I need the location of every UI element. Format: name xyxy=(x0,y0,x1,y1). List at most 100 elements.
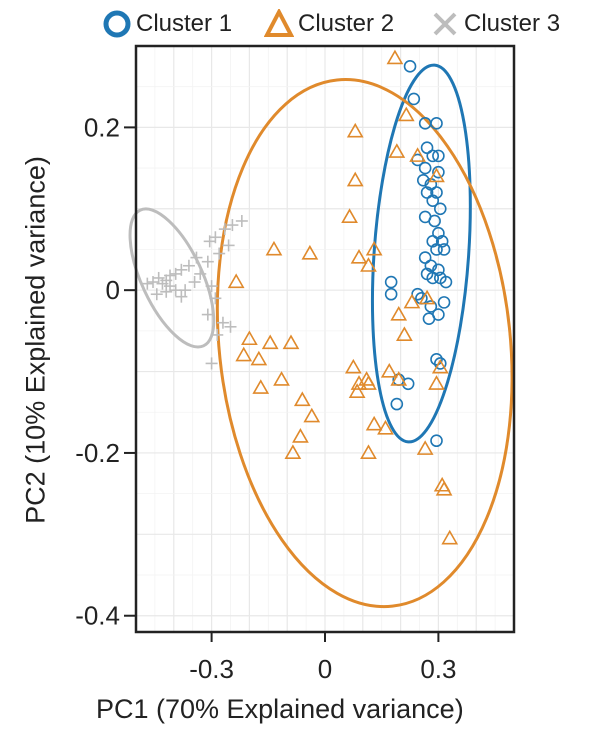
point-cluster-2 xyxy=(282,334,300,350)
point-cluster-1 xyxy=(416,173,430,187)
point-cluster-2 xyxy=(235,346,253,362)
point-cluster-2 xyxy=(273,371,290,386)
point-cluster-3 xyxy=(224,320,237,333)
point-cluster-2 xyxy=(346,171,364,187)
point-cluster-2 xyxy=(396,326,413,341)
point-cluster-1 xyxy=(430,186,443,199)
ellipse-cluster-3 xyxy=(128,207,216,349)
point-cluster-1 xyxy=(437,296,451,309)
point-cluster-3 xyxy=(213,247,226,260)
point-cluster-3 xyxy=(179,284,192,297)
point-cluster-1 xyxy=(390,397,404,411)
x-tick-label: 0 xyxy=(318,654,332,684)
point-cluster-2 xyxy=(303,407,321,423)
point-cluster-1 xyxy=(426,194,440,207)
y-tick-label: -0.4 xyxy=(75,601,120,631)
point-cluster-1 xyxy=(418,251,432,264)
point-cluster-3 xyxy=(147,276,160,289)
data-points xyxy=(141,49,459,545)
legend-item-cluster-1: Cluster 1 xyxy=(102,8,232,40)
point-cluster-1 xyxy=(422,312,436,325)
point-cluster-2 xyxy=(301,244,319,260)
point-cluster-3 xyxy=(203,235,216,248)
point-cluster-2 xyxy=(346,122,364,138)
point-cluster-2 xyxy=(390,305,408,321)
legend-item-cluster-2: Cluster 2 xyxy=(264,8,394,40)
point-cluster-2 xyxy=(265,240,283,256)
point-cluster-1 xyxy=(426,235,440,248)
point-cluster-2 xyxy=(252,379,270,394)
legend-label-cluster-2: Cluster 2 xyxy=(298,10,395,37)
point-cluster-3 xyxy=(216,316,229,329)
point-cluster-3 xyxy=(182,259,195,272)
point-cluster-1 xyxy=(426,149,440,163)
point-cluster-1 xyxy=(433,357,447,370)
point-cluster-2 xyxy=(428,167,445,183)
point-cluster-3 xyxy=(209,292,222,305)
x-axis-ticks: -0.3 0 0.3 xyxy=(189,632,456,684)
point-cluster-1 xyxy=(420,141,434,155)
point-cluster-2 xyxy=(403,293,421,309)
point-cluster-1 xyxy=(430,243,443,256)
point-cluster-3 xyxy=(205,280,218,293)
point-cluster-2 xyxy=(397,106,415,122)
point-cluster-2 xyxy=(360,375,377,390)
point-cluster-1 xyxy=(433,202,447,216)
point-cluster-1 xyxy=(432,165,445,179)
point-cluster-1 xyxy=(401,377,415,391)
legend-triangle-icon xyxy=(264,9,294,37)
point-cluster-2 xyxy=(377,419,394,435)
point-cluster-3 xyxy=(150,288,163,301)
y-tick-label: 0.2 xyxy=(84,112,120,142)
point-cluster-2 xyxy=(350,248,368,264)
point-cluster-2 xyxy=(292,428,309,443)
point-cluster-2 xyxy=(418,289,436,305)
ellipse-cluster-1 xyxy=(370,63,472,444)
y-axis-ticks: 0.2 0 -0.2 -0.4 xyxy=(75,112,136,631)
point-cluster-2 xyxy=(435,480,453,496)
point-cluster-2 xyxy=(341,208,358,223)
point-cluster-2 xyxy=(241,330,258,346)
point-cluster-3 xyxy=(175,290,188,303)
legend-cross-icon xyxy=(433,12,457,36)
point-cluster-2 xyxy=(360,444,377,459)
point-cluster-1 xyxy=(426,271,440,285)
point-cluster-2 xyxy=(386,49,404,65)
y-tick-label: 0 xyxy=(106,275,120,305)
point-cluster-1 xyxy=(424,300,438,313)
grid xyxy=(136,45,515,632)
point-cluster-2 xyxy=(409,147,426,162)
point-cluster-2 xyxy=(344,358,362,374)
legend-label-cluster-3: Cluster 3 xyxy=(464,10,561,37)
y-axis-title: PC2 (10% Explained variance) xyxy=(20,156,51,524)
legend-label-cluster-1: Cluster 1 xyxy=(136,10,233,37)
point-cluster-1 xyxy=(384,275,398,289)
point-cluster-2 xyxy=(365,415,383,431)
point-cluster-3 xyxy=(218,223,231,236)
point-cluster-1 xyxy=(384,287,398,301)
point-cluster-2 xyxy=(388,143,406,158)
point-cluster-1 xyxy=(439,275,453,289)
point-cluster-1 xyxy=(432,149,445,163)
point-cluster-2 xyxy=(431,358,449,374)
point-cluster-3 xyxy=(190,251,203,264)
point-cluster-3 xyxy=(226,219,239,232)
point-cluster-2 xyxy=(293,391,311,407)
point-cluster-3 xyxy=(211,328,224,341)
point-cluster-3 xyxy=(205,357,218,370)
point-cluster-3 xyxy=(169,267,182,280)
point-cluster-1 xyxy=(430,117,443,130)
point-cluster-2 xyxy=(348,383,366,398)
cluster-ellipses xyxy=(128,63,514,609)
point-cluster-3 xyxy=(188,276,201,289)
point-cluster-3 xyxy=(201,255,214,268)
point-cluster-2 xyxy=(250,350,268,366)
point-cluster-1 xyxy=(424,259,438,273)
point-cluster-1 xyxy=(418,161,432,175)
point-cluster-2 xyxy=(390,371,408,386)
x-tick-label: -0.3 xyxy=(189,654,234,684)
point-cluster-2 xyxy=(360,257,377,272)
point-cluster-2 xyxy=(441,529,459,545)
point-cluster-1 xyxy=(407,92,421,106)
